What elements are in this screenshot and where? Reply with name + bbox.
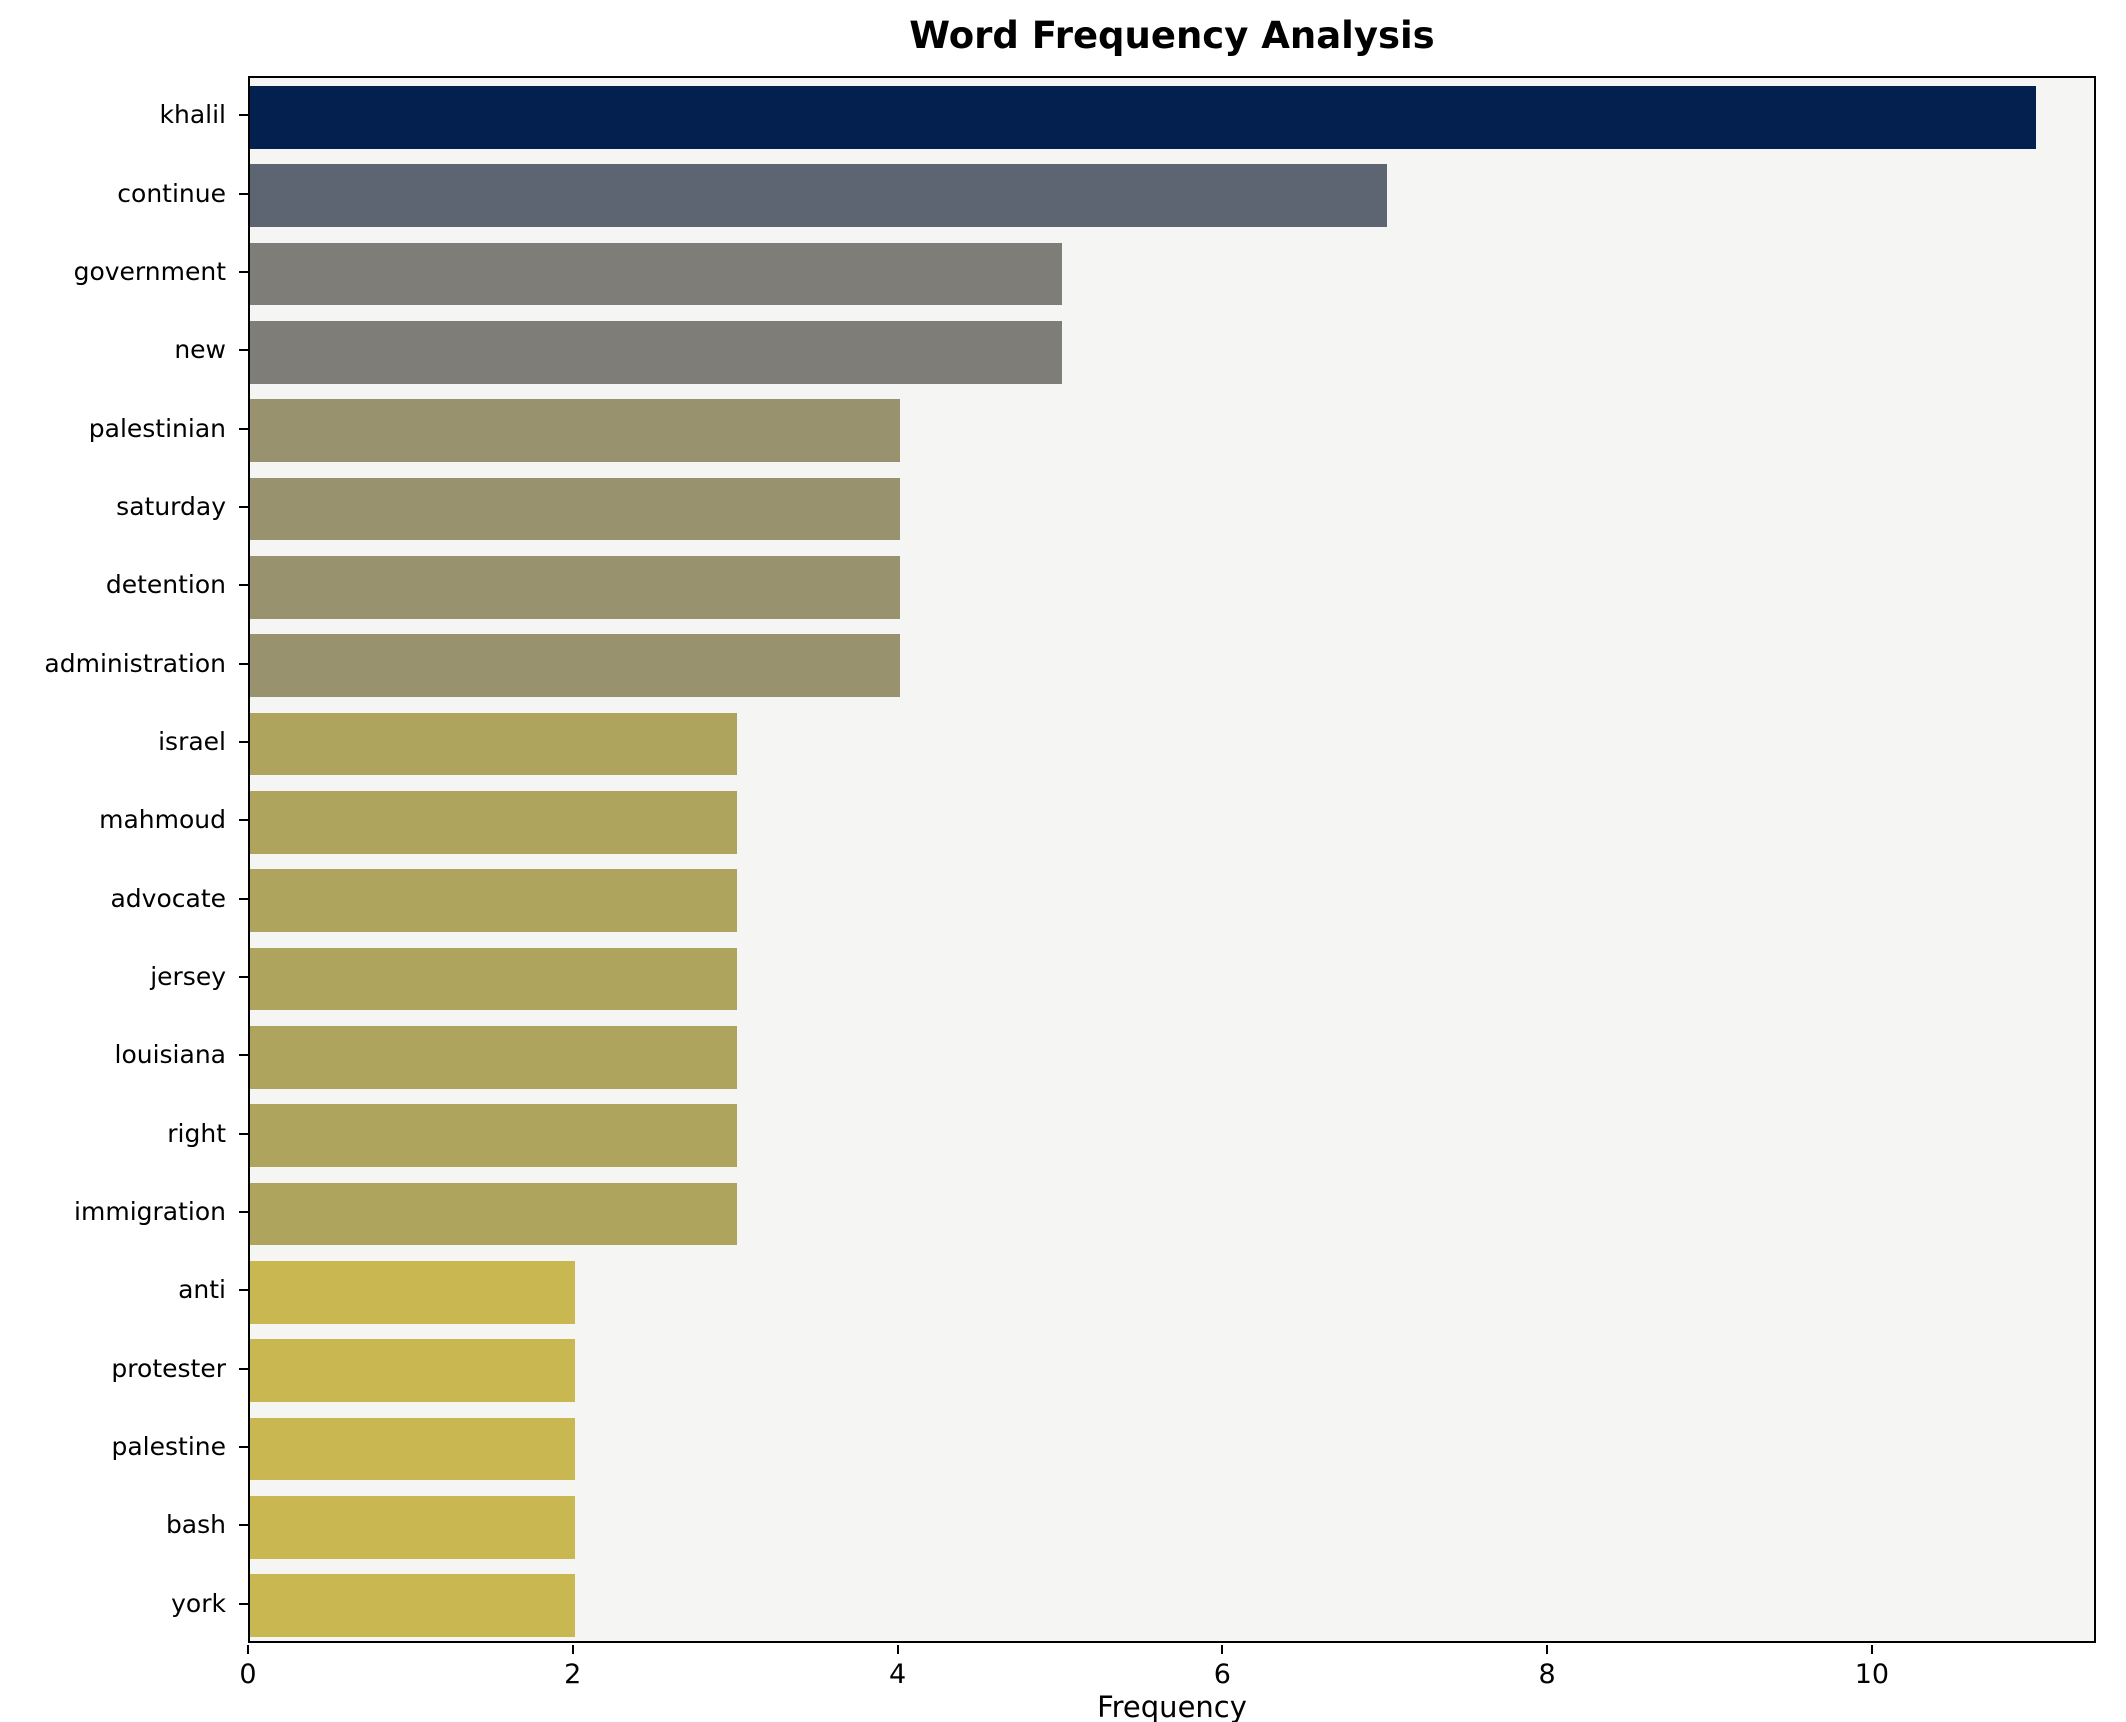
y-tick-label-palestine: palestine bbox=[111, 1432, 226, 1462]
y-tick-label-saturday: saturday bbox=[116, 491, 226, 521]
x-tick-label-2: 2 bbox=[564, 1659, 582, 1690]
y-tick-label-immigration: immigration bbox=[74, 1197, 226, 1227]
y-tick-label-israel: israel bbox=[158, 726, 226, 756]
x-tick-label-0: 0 bbox=[239, 1659, 257, 1690]
y-tick-mark bbox=[239, 1132, 248, 1135]
y-tick-mark bbox=[239, 192, 248, 195]
bar-anti bbox=[250, 1261, 575, 1324]
x-tick-mark bbox=[571, 1645, 574, 1654]
bar-louisiana bbox=[250, 1026, 738, 1089]
x-tick-mark bbox=[1870, 1645, 1873, 1654]
y-tick-label-palestinian: palestinian bbox=[88, 413, 226, 443]
bar-york bbox=[250, 1574, 575, 1638]
bar-palestine bbox=[250, 1417, 575, 1481]
bar-mahmoud bbox=[250, 790, 738, 854]
y-tick-mark bbox=[239, 427, 248, 430]
x-tick-label-6: 6 bbox=[1213, 1659, 1231, 1690]
bar-israel bbox=[250, 712, 738, 776]
y-tick-label-administration: administration bbox=[44, 648, 226, 678]
y-tick-mark bbox=[239, 819, 248, 822]
y-tick-label-louisiana: louisiana bbox=[114, 1040, 227, 1070]
plot-area bbox=[248, 76, 2096, 1643]
bar-bash bbox=[250, 1496, 575, 1559]
y-tick-mark bbox=[239, 1054, 248, 1057]
y-tick-label-detention: detention bbox=[105, 570, 226, 600]
y-tick-mark bbox=[239, 976, 248, 979]
y-tick-mark bbox=[239, 1602, 248, 1605]
y-tick-mark bbox=[239, 662, 248, 665]
y-tick-label-bash: bash bbox=[165, 1510, 226, 1540]
bar-jersey bbox=[250, 947, 738, 1011]
y-tick-mark bbox=[239, 740, 248, 743]
chart-title: Word Frequency Analysis bbox=[909, 14, 1435, 57]
y-tick-mark bbox=[239, 114, 248, 117]
y-tick-mark bbox=[239, 1446, 248, 1449]
y-tick-mark bbox=[239, 1367, 248, 1370]
y-tick-label-york: york bbox=[171, 1588, 226, 1618]
y-tick-label-protester: protester bbox=[111, 1353, 226, 1383]
y-tick-mark bbox=[239, 897, 248, 900]
bar-detention bbox=[250, 555, 900, 619]
y-tick-mark bbox=[239, 349, 248, 352]
bar-right bbox=[250, 1104, 738, 1168]
y-tick-label-mahmoud: mahmoud bbox=[99, 805, 226, 835]
x-tick-mark bbox=[1546, 1645, 1549, 1654]
bar-protester bbox=[250, 1339, 575, 1403]
bar-administration bbox=[250, 634, 900, 697]
y-tick-mark bbox=[239, 1524, 248, 1527]
x-axis-label: Frequency bbox=[1097, 1690, 1247, 1722]
y-tick-mark bbox=[239, 584, 248, 587]
bar-palestinian bbox=[250, 399, 900, 462]
y-tick-mark bbox=[239, 1289, 248, 1292]
y-tick-label-anti: anti bbox=[178, 1275, 226, 1305]
x-tick-label-4: 4 bbox=[888, 1659, 907, 1690]
x-tick-mark bbox=[247, 1645, 249, 1654]
y-tick-mark bbox=[239, 270, 248, 273]
y-tick-label-advocate: advocate bbox=[110, 883, 226, 913]
bar-government bbox=[250, 242, 1062, 306]
bar-continue bbox=[250, 164, 1387, 227]
y-tick-label-new: new bbox=[174, 335, 226, 365]
y-tick-label-right: right bbox=[167, 1118, 226, 1148]
bar-immigration bbox=[250, 1182, 738, 1246]
x-tick-label-8: 8 bbox=[1538, 1659, 1556, 1690]
y-tick-label-government: government bbox=[73, 256, 226, 286]
y-tick-mark bbox=[239, 1211, 248, 1214]
y-tick-mark bbox=[239, 505, 248, 508]
x-tick-mark bbox=[1221, 1645, 1224, 1654]
bar-khalil bbox=[250, 85, 2037, 149]
bar-advocate bbox=[250, 869, 738, 932]
bar-saturday bbox=[250, 477, 900, 541]
x-tick-label-10: 10 bbox=[1854, 1659, 1890, 1690]
x-tick-mark bbox=[896, 1645, 899, 1654]
y-tick-label-continue: continue bbox=[117, 178, 226, 208]
y-tick-label-khalil: khalil bbox=[159, 100, 226, 130]
y-tick-label-jersey: jersey bbox=[150, 962, 226, 992]
bar-new bbox=[250, 320, 1062, 384]
